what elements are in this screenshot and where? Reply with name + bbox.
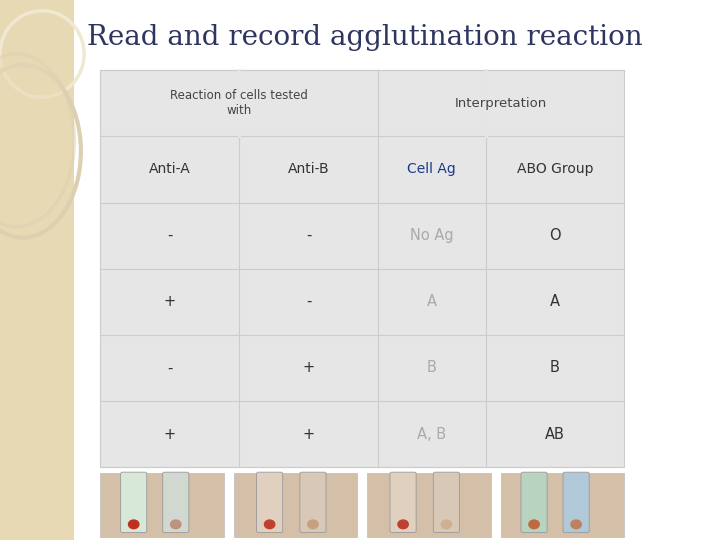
FancyBboxPatch shape	[0, 0, 74, 540]
Text: Interpretation: Interpretation	[455, 97, 547, 110]
Circle shape	[571, 520, 581, 529]
FancyBboxPatch shape	[100, 70, 624, 467]
Circle shape	[529, 520, 539, 529]
Text: Read and record agglutination reaction: Read and record agglutination reaction	[87, 24, 643, 51]
FancyBboxPatch shape	[521, 472, 547, 532]
Text: A: A	[427, 294, 437, 309]
FancyBboxPatch shape	[256, 472, 283, 532]
Text: -: -	[167, 360, 172, 375]
Text: AB: AB	[545, 427, 565, 442]
Circle shape	[171, 520, 181, 529]
Text: -: -	[167, 228, 172, 243]
Text: ABO Group: ABO Group	[517, 163, 593, 177]
Circle shape	[441, 520, 451, 529]
FancyBboxPatch shape	[367, 472, 491, 537]
FancyBboxPatch shape	[234, 472, 358, 537]
FancyBboxPatch shape	[100, 472, 224, 537]
FancyBboxPatch shape	[563, 472, 589, 532]
Text: -: -	[306, 294, 311, 309]
Text: B: B	[427, 360, 437, 375]
Ellipse shape	[0, 54, 74, 227]
FancyBboxPatch shape	[121, 472, 147, 532]
Text: A: A	[550, 294, 560, 309]
Text: O: O	[549, 228, 561, 243]
Text: B: B	[550, 360, 560, 375]
Circle shape	[129, 520, 139, 529]
Text: A, B: A, B	[417, 427, 446, 442]
Circle shape	[264, 520, 275, 529]
FancyBboxPatch shape	[163, 472, 189, 532]
Text: +: +	[302, 360, 315, 375]
Text: +: +	[163, 427, 176, 442]
FancyBboxPatch shape	[300, 472, 326, 532]
Text: Reaction of cells tested
with: Reaction of cells tested with	[170, 89, 308, 117]
Text: Anti-B: Anti-B	[288, 163, 330, 177]
FancyBboxPatch shape	[433, 472, 459, 532]
Text: Cell Ag: Cell Ag	[408, 163, 456, 177]
Text: Anti-A: Anti-A	[149, 163, 191, 177]
FancyBboxPatch shape	[500, 472, 624, 537]
Circle shape	[398, 520, 408, 529]
Text: -: -	[306, 228, 311, 243]
Circle shape	[307, 520, 318, 529]
Text: +: +	[302, 427, 315, 442]
Text: +: +	[163, 294, 176, 309]
Text: No Ag: No Ag	[410, 228, 454, 243]
FancyBboxPatch shape	[390, 472, 416, 532]
